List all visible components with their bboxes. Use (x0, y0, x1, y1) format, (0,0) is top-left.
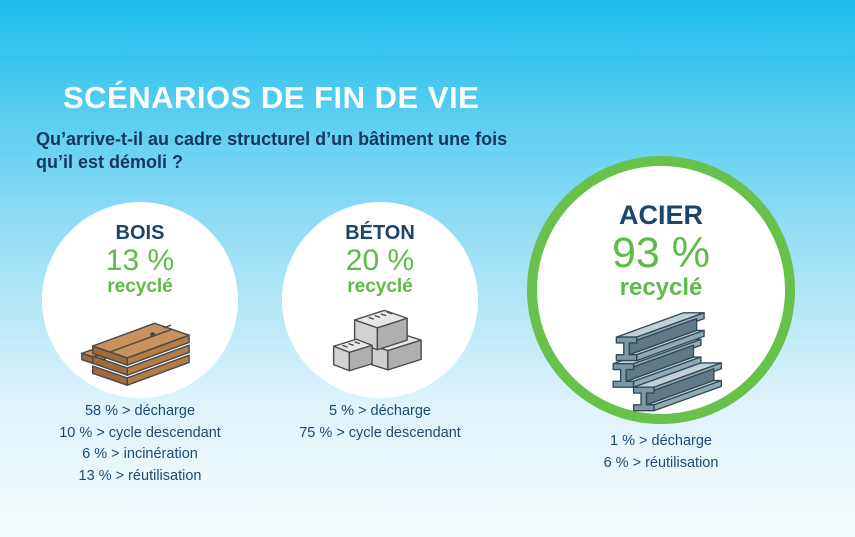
breakdown-item: 75 % > cycle descendant (299, 424, 461, 441)
material-name: BOIS (115, 222, 165, 244)
recycled-percent: 93 % (611, 229, 710, 277)
breakdown-item: 1 % > décharge (610, 433, 712, 449)
recycled-label: recyclé (107, 276, 173, 298)
breakdown-item: 6 % > incinération (82, 446, 198, 462)
recycled-percent: 20 % (345, 244, 415, 277)
material-circle-bois: BOIS 13 % recyclé (42, 202, 238, 398)
material-circle-acier: ACIER 93 % recyclé (527, 156, 795, 424)
breakdown-item: 6 % > réutilisation (603, 454, 719, 471)
subtitle: Qu’arrive-t-il au cadre structurel d’un … (36, 129, 508, 173)
recycled-label: recyclé (619, 274, 703, 302)
breakdown-list-beton: 5 % > décharge 75 % > cycle descendant (250, 401, 510, 444)
concrete-blocks-icon (332, 310, 422, 372)
recycled-percent: 13 % (105, 244, 175, 277)
breakdown-list-acier: 1 % > décharge 6 % > réutilisation (531, 431, 791, 474)
recycled-label: recyclé (347, 276, 413, 298)
breakdown-item: 5 % > décharge (329, 403, 431, 419)
material-name: BÉTON (345, 222, 415, 244)
wood-planks-icon (81, 323, 190, 387)
material-name: ACIER (618, 200, 703, 230)
breakdown-item: 58 % > décharge (84, 403, 196, 419)
breakdown-item: 13 % > réutilisation (78, 467, 202, 484)
material-circle-beton: BÉTON 20 % recyclé (282, 202, 478, 398)
breakdown-list-bois: 58 % > décharge 10 % > cycle descendant … (10, 401, 270, 487)
page-title: SCÉNARIOS DE FIN DE VIE (63, 80, 480, 115)
breakdown-item: 10 % > cycle descendant (59, 424, 221, 441)
steel-beams-icon (612, 312, 722, 412)
